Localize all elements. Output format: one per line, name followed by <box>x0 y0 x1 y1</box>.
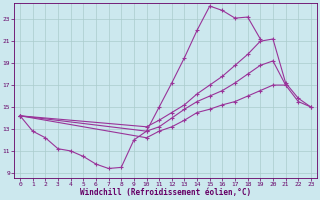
X-axis label: Windchill (Refroidissement éolien,°C): Windchill (Refroidissement éolien,°C) <box>80 188 251 197</box>
